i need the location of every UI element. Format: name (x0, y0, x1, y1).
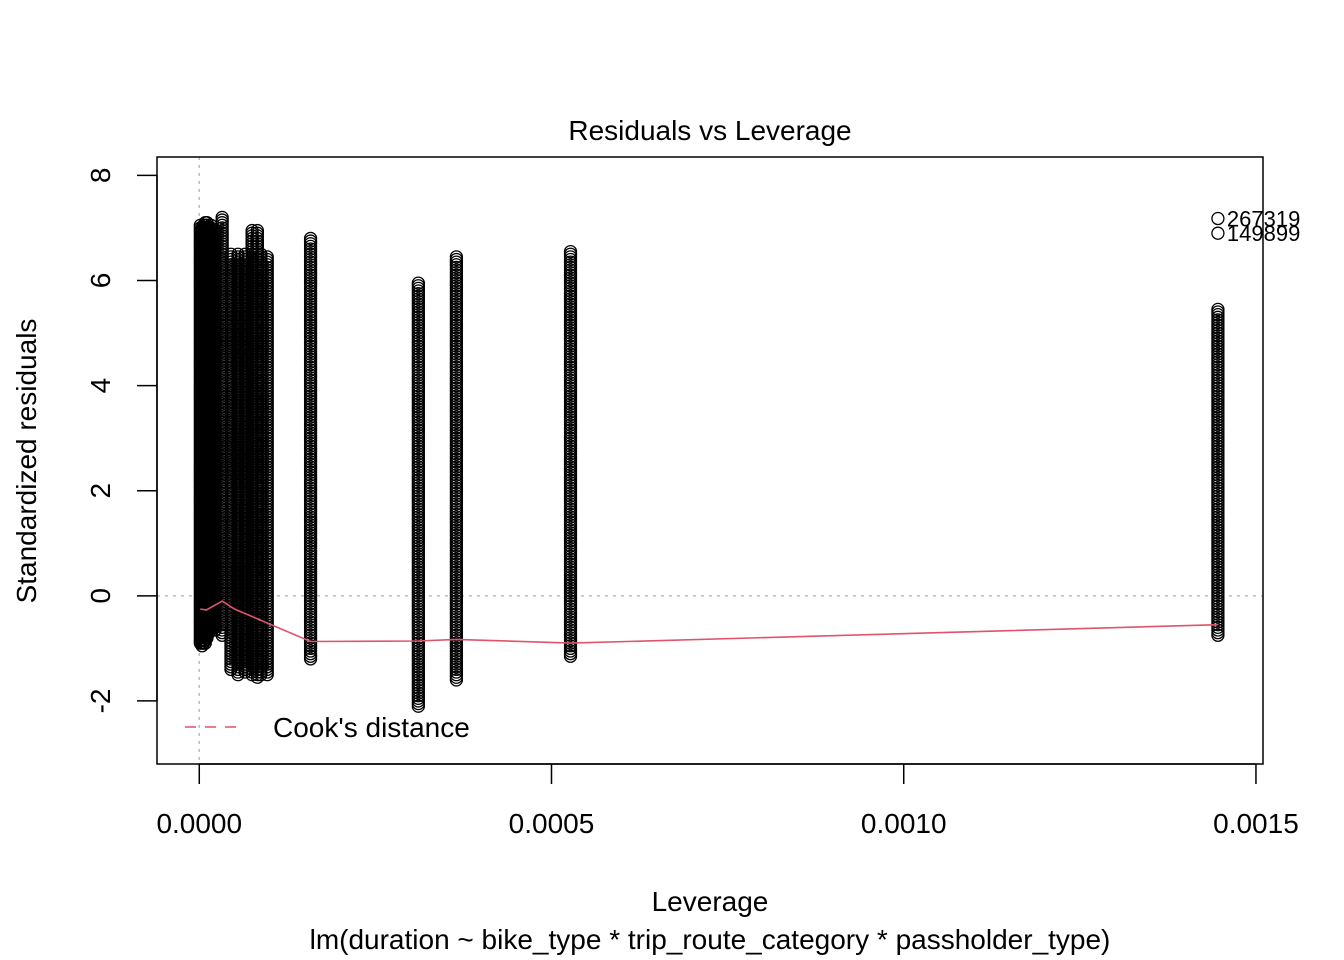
legend-label: Cook's distance (273, 712, 470, 743)
point-column (411, 276, 426, 713)
data-point (1211, 302, 1225, 317)
data-point (449, 250, 464, 264)
x-axis-label: Leverage (652, 886, 769, 917)
point-column (303, 231, 318, 666)
data-points (193, 210, 1225, 713)
x-axis: 0.0000 0.0005 0.0010 0.0015 (156, 763, 1299, 839)
data-point (224, 247, 238, 261)
data-point (303, 231, 318, 246)
x-tick-label: 0.0005 (509, 808, 595, 839)
chart-title: Residuals vs Leverage (568, 115, 851, 146)
data-point (250, 223, 265, 238)
smooth-line (200, 600, 1218, 644)
y-axis: -2 0 2 4 6 8 (85, 168, 158, 713)
point-column (208, 223, 222, 637)
y-axis-label: Standardized residuals (11, 319, 42, 604)
y-tick-label: -2 (85, 688, 116, 713)
point-column (224, 247, 238, 677)
reference-lines (157, 157, 1263, 764)
legend: Cook's distance (185, 712, 470, 743)
y-tick-label: 6 (85, 273, 116, 289)
data-point (411, 276, 426, 290)
y-tick-label: 4 (85, 378, 116, 394)
y-tick-label: 8 (85, 168, 116, 184)
point-column (231, 247, 245, 682)
point-column (449, 250, 464, 687)
y-tick-label: 2 (85, 483, 116, 499)
data-point (563, 244, 578, 259)
smooth-line-group (200, 600, 1218, 644)
outlier-point (1211, 211, 1225, 226)
x-tick-label: 0.0015 (1213, 808, 1299, 839)
model-formula-subtitle: lm(duration ~ bike_type * trip_route_cat… (310, 924, 1111, 955)
point-column (1211, 302, 1225, 642)
x-tick-label: 0.0010 (861, 808, 947, 839)
data-point (231, 247, 245, 261)
point-column (563, 244, 578, 663)
x-tick-label: 0.0000 (156, 808, 242, 839)
data-point (208, 223, 222, 238)
data-point (215, 210, 229, 225)
point-column (260, 250, 274, 682)
y-tick-label: 0 (85, 588, 116, 604)
data-point (260, 250, 274, 264)
outlier-point (1211, 226, 1225, 240)
